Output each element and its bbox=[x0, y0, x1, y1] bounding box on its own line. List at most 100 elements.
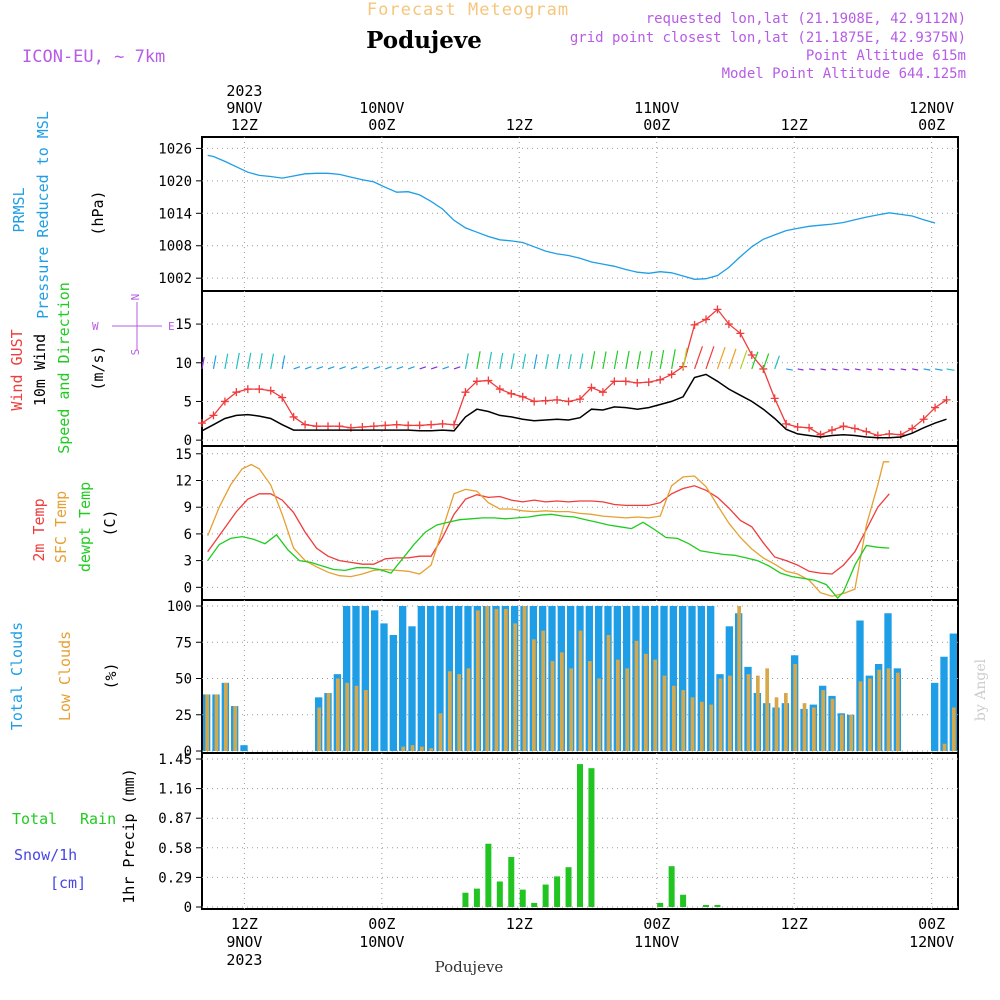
ytick-label-wind-0: 0 bbox=[184, 433, 192, 449]
plot-area: 1002100810141020102605101503691215025507… bbox=[158, 82, 959, 969]
ytick-label-precip-4: 1.16 bbox=[158, 782, 192, 798]
ytick-label-temperature-4: 12 bbox=[175, 473, 192, 489]
low-cloud-bar-39 bbox=[569, 668, 573, 751]
bottom-time-label-3-0: 00Z bbox=[643, 915, 670, 933]
wind-arrow-18 bbox=[407, 366, 415, 370]
point-altitude: Point Altitude 615m bbox=[806, 48, 966, 64]
wind-arrow-10 bbox=[316, 366, 324, 370]
ytick-label-temperature-1: 3 bbox=[184, 554, 192, 570]
gust-marker-38 bbox=[633, 378, 642, 387]
wind-arrow-31 bbox=[556, 353, 561, 370]
top-time-label-1-1: 00Z bbox=[368, 116, 395, 134]
total-cloud-bar-4 bbox=[240, 745, 248, 751]
total-cloud-bar-17 bbox=[361, 606, 369, 751]
low-cloud-bar-63 bbox=[793, 664, 797, 751]
wind-arrow-50 bbox=[774, 355, 780, 370]
rain-bar-13 bbox=[668, 866, 675, 907]
wind-arrow-36 bbox=[613, 350, 619, 370]
rain-bar-2 bbox=[485, 843, 492, 907]
gust-marker-25 bbox=[484, 376, 493, 385]
gust-marker-8 bbox=[289, 412, 298, 421]
gust-marker-45 bbox=[713, 305, 722, 314]
gust-marker-65 bbox=[942, 395, 951, 404]
low-cloud-bar-22 bbox=[410, 745, 415, 751]
wind-arrow-54 bbox=[820, 368, 827, 371]
wind-arrow-27 bbox=[510, 353, 515, 370]
gust-marker-0 bbox=[198, 419, 206, 428]
wind-arrow-53 bbox=[808, 368, 815, 371]
total-cloud-bar-23 bbox=[417, 606, 425, 751]
gust-marker-23 bbox=[461, 388, 470, 397]
bottom-time-label-4-0: 12Z bbox=[781, 915, 808, 933]
gust-marker-31 bbox=[553, 395, 562, 404]
gust-marker-16 bbox=[381, 421, 390, 430]
wind-label-2: 10m Wind bbox=[31, 334, 49, 406]
low-cloud-bar-54 bbox=[709, 704, 713, 751]
wind-arrow-14 bbox=[362, 366, 369, 370]
gust-marker-36 bbox=[610, 377, 619, 386]
rain-bar-4 bbox=[508, 856, 515, 907]
wind-arrow-11 bbox=[327, 366, 335, 370]
compass-s: S bbox=[129, 349, 142, 356]
top-time-label-0-1: 9NOV bbox=[226, 99, 262, 117]
gust-marker-57 bbox=[850, 424, 859, 433]
wind-arrow-37 bbox=[625, 350, 630, 370]
total-cloud-bar-18 bbox=[371, 610, 379, 751]
footer-location: Podujeve bbox=[435, 958, 504, 976]
wind-arrow-24 bbox=[476, 351, 481, 370]
top-time-label-2-0: 12Z bbox=[506, 116, 533, 134]
low-cloud-bar-21 bbox=[401, 746, 405, 751]
pressure-label-2: Pressure Reduced to MSL bbox=[34, 111, 52, 319]
ytick-label-temperature-2: 6 bbox=[184, 527, 192, 543]
gust-marker-12 bbox=[335, 422, 344, 431]
top-time-label-4-0: 12Z bbox=[781, 116, 808, 134]
low-cloud-bar-80 bbox=[952, 707, 956, 751]
model-label: ICON-EU, ~ 7km bbox=[22, 47, 165, 67]
wind-arrow-32 bbox=[567, 354, 572, 370]
total-cloud-bar-15 bbox=[343, 606, 351, 751]
panel-frame-pressure bbox=[201, 136, 959, 292]
low-cloud-bar-27 bbox=[457, 674, 461, 751]
gust-marker-11 bbox=[324, 422, 332, 431]
ytick-label-precip-3: 0.87 bbox=[158, 811, 192, 827]
gust-marker-19 bbox=[415, 421, 424, 430]
low-cloud-bar-52 bbox=[690, 697, 695, 751]
total-cloud-bar-51 bbox=[679, 606, 687, 751]
wind-arrow-58 bbox=[866, 368, 872, 371]
gust-marker-20 bbox=[427, 420, 436, 429]
precip-total-label: Total bbox=[12, 810, 57, 828]
rain-bar-10 bbox=[577, 764, 583, 907]
gust-marker-22 bbox=[450, 420, 458, 429]
gust-marker-46 bbox=[724, 320, 733, 329]
top-time-label-0-0: 2023 bbox=[226, 82, 262, 100]
wind-arrow-1 bbox=[212, 355, 217, 370]
gust-marker-53 bbox=[805, 423, 814, 432]
precip-side-labels: Total Rain Snow/1h [cm] 1hr Precip (mm) bbox=[12, 768, 138, 903]
gust-marker-3 bbox=[232, 388, 241, 397]
wind-arrow-29 bbox=[533, 354, 538, 370]
ytick-label-pressure-1: 1008 bbox=[158, 239, 192, 255]
clouds-unit: (%) bbox=[102, 662, 120, 689]
sfc-temp-line bbox=[207, 461, 890, 597]
ytick-label-clouds-3: 75 bbox=[175, 635, 192, 651]
low-cloud-bar-41 bbox=[588, 661, 592, 751]
low-cloud-bar-50 bbox=[672, 685, 676, 751]
low-cloud-bar-64 bbox=[802, 703, 807, 751]
total-cloud-bar-50 bbox=[669, 606, 677, 751]
wind-arrow-4 bbox=[247, 352, 252, 370]
panel-frame-precip bbox=[201, 752, 959, 910]
low-cloud-bar-47 bbox=[644, 653, 648, 751]
temp-label-1: 2m Temp bbox=[30, 498, 48, 561]
ytick-label-clouds-1: 25 bbox=[175, 708, 192, 724]
compass-e: E bbox=[168, 320, 175, 333]
rain-bar-0 bbox=[462, 892, 469, 907]
wind-arrow-0 bbox=[201, 356, 205, 370]
gust-marker-26 bbox=[495, 385, 504, 394]
gust-marker-15 bbox=[369, 422, 378, 431]
top-time-label-5-1: 00Z bbox=[918, 116, 945, 134]
wind-arrow-23 bbox=[464, 353, 469, 370]
precip-rain-label: Rain bbox=[80, 810, 116, 828]
wind-arrow-30 bbox=[545, 354, 549, 370]
gust-marker-35 bbox=[598, 388, 607, 397]
gust-marker-63 bbox=[919, 415, 928, 424]
